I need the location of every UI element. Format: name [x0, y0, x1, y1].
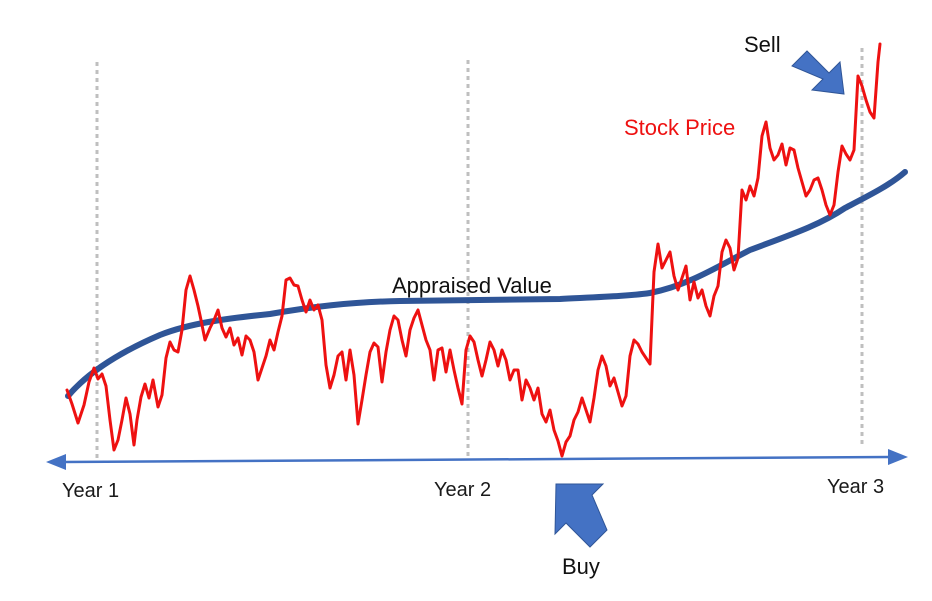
year1-label: Year 1: [62, 480, 120, 502]
stock-price-line: [65, 42, 882, 458]
timeline-arrow: [46, 449, 908, 470]
year2-label: Year 2: [434, 479, 492, 501]
sell-label: Sell: [744, 32, 781, 57]
appraised-value-label: Appraised Value: [392, 273, 552, 298]
year3-label: Year 3: [827, 476, 885, 498]
stock-price-label: Stock Price: [624, 115, 736, 140]
arrow-up-left-icon: [554, 483, 608, 548]
buy-label: Buy: [562, 554, 600, 579]
arrow-down-right-icon: [791, 50, 845, 95]
appraised-value-line: [65, 169, 908, 399]
